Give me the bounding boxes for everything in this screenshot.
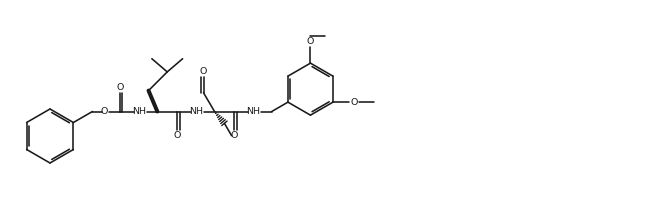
- Text: NH: NH: [246, 107, 260, 116]
- Text: O: O: [101, 107, 108, 116]
- Text: O: O: [307, 37, 314, 46]
- Text: NH: NH: [132, 107, 146, 116]
- Text: NH: NH: [189, 107, 203, 116]
- Text: O: O: [230, 131, 238, 140]
- Text: O: O: [173, 131, 181, 140]
- Text: O: O: [351, 98, 358, 107]
- Text: O: O: [117, 83, 124, 92]
- Text: O: O: [200, 67, 207, 76]
